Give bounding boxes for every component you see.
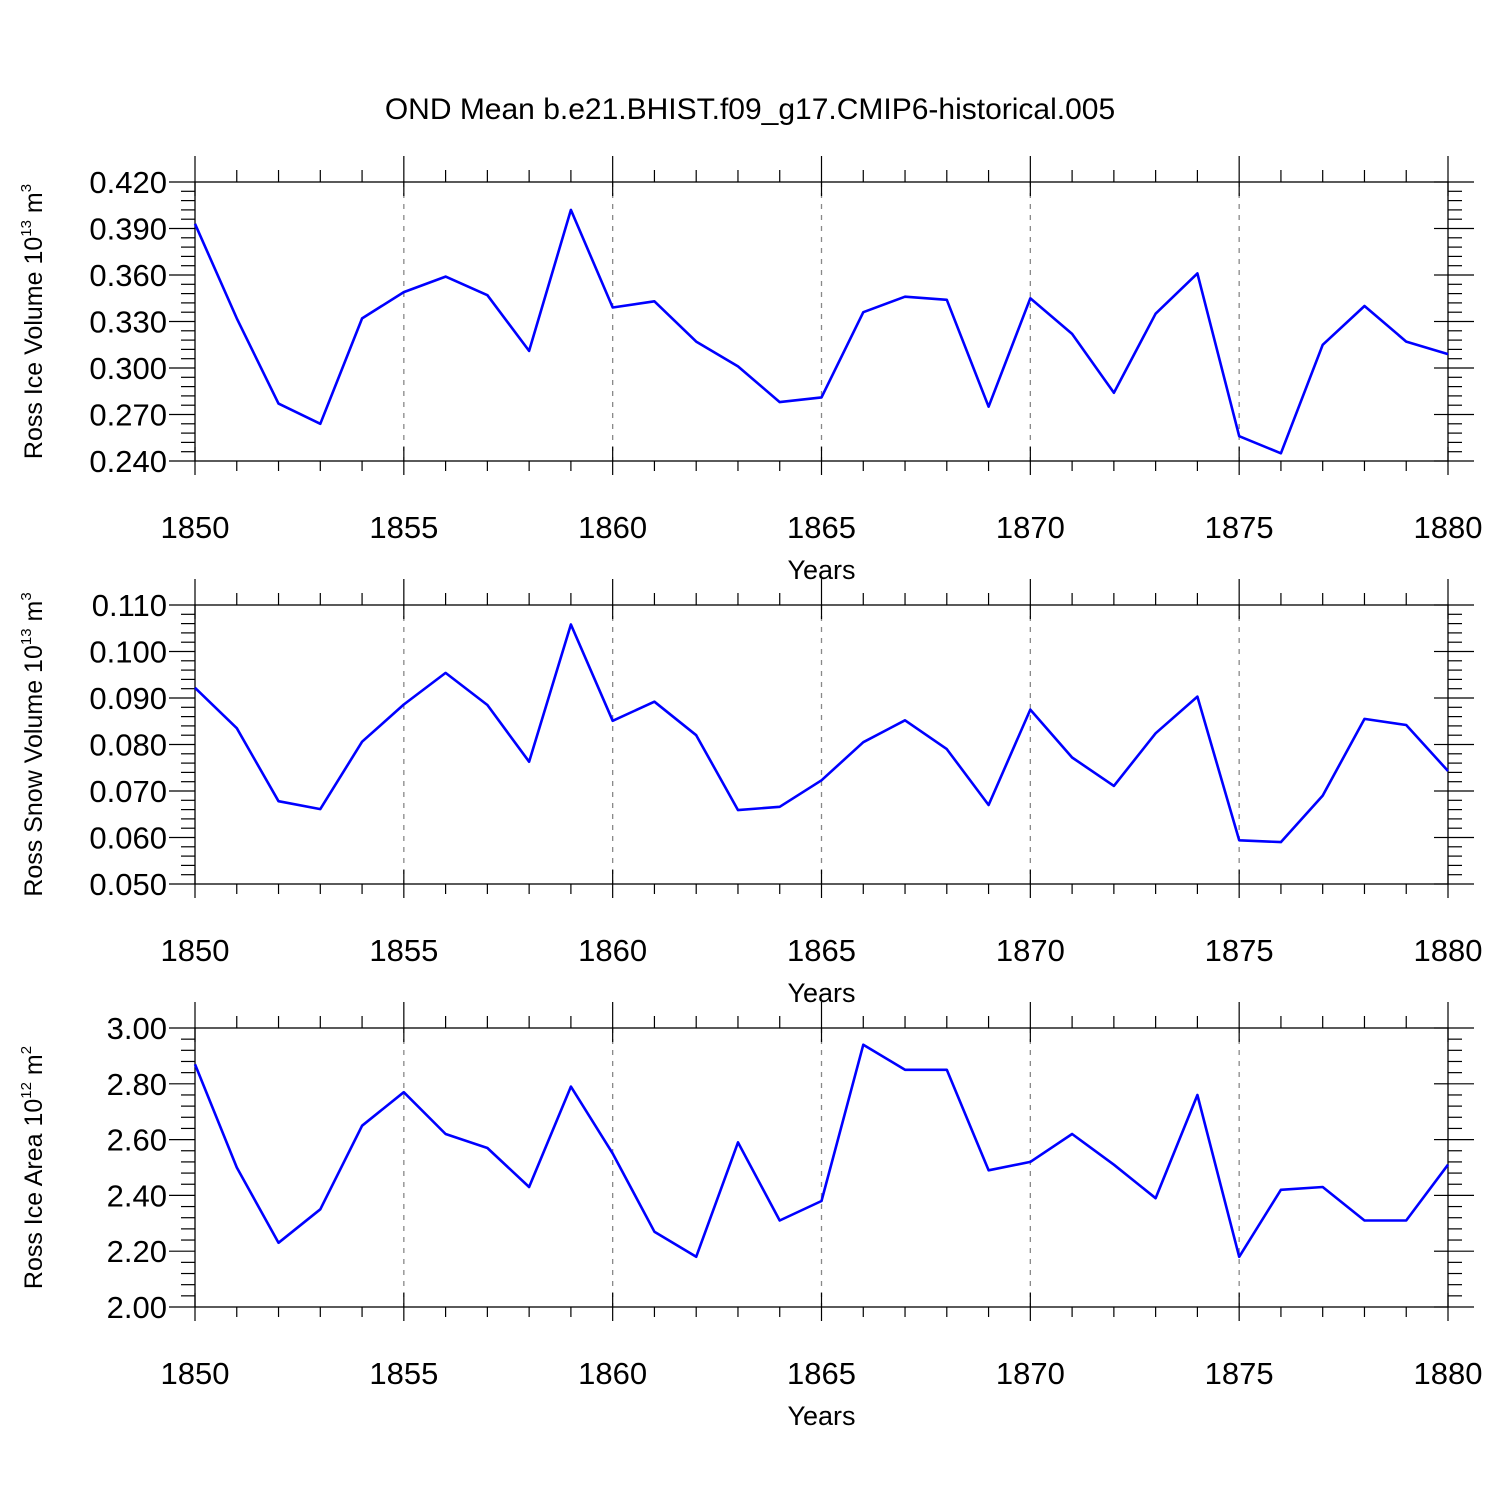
y-tick-label: 2.80 xyxy=(107,1067,167,1102)
series-line xyxy=(194,623,1449,844)
panel-3: 1850 1855 1860 1865 1870 1875 1880 2.00 2.20 2.40… xyxy=(18,1002,1482,1431)
chart-title: OND Mean b.e21.BHIST.f09_g17.CMIP6-histo… xyxy=(385,93,1115,126)
x-tick-label: 1870 xyxy=(996,1356,1065,1391)
x-tick-label: 1855 xyxy=(369,933,438,968)
y-tick-label: 2.40 xyxy=(107,1178,167,1213)
x-tick-label: 1880 xyxy=(1414,933,1483,968)
x-tick-label: 1880 xyxy=(1414,1356,1483,1391)
y-tick-label: 0.420 xyxy=(89,165,167,200)
y-tick-label: 2.20 xyxy=(107,1234,167,1269)
y-tick-label: 0.270 xyxy=(89,398,167,433)
x-tick-label: 1850 xyxy=(161,933,230,968)
plot-frame xyxy=(194,1027,1449,1308)
x-tick-label: 1860 xyxy=(578,510,647,545)
panel-1: 1850 1855 1860 1865 1870 1875 1880 0.240 0.270 0.… xyxy=(18,156,1482,585)
x-tick-label: 1860 xyxy=(578,1356,647,1391)
x-tick-label: 1870 xyxy=(996,510,1065,545)
x-tick-label: 1865 xyxy=(787,1356,856,1391)
y-tick-label: 0.360 xyxy=(89,258,167,293)
x-tick-label: 1855 xyxy=(369,510,438,545)
y-tick-label: 0.300 xyxy=(89,351,167,386)
y-tick-label: 2.60 xyxy=(107,1123,167,1158)
series-line xyxy=(193,1043,1450,1259)
plot-frame xyxy=(194,181,1449,462)
y-tick-label: 2.00 xyxy=(107,1290,167,1325)
x-tick-label: 1850 xyxy=(161,510,230,545)
panel-2: 1850 1855 1860 1865 1870 1875 1880 0.050 0.060 0.… xyxy=(18,579,1482,1008)
y-tick-label: 0.090 xyxy=(89,681,167,716)
x-axis-label: Years xyxy=(787,1401,855,1431)
y-axis-label: Ross Ice Volume 1013 m3 xyxy=(18,184,48,459)
y-tick-label: 0.070 xyxy=(89,774,167,809)
series-line xyxy=(193,208,1449,455)
y-tick-label: 3.00 xyxy=(107,1011,167,1046)
y-tick-label: 0.060 xyxy=(89,821,167,856)
y-tick-label: 0.390 xyxy=(89,212,167,247)
x-tick-label: 1870 xyxy=(996,933,1065,968)
y-axis-label: Ross Ice Area 1012 m2 xyxy=(18,1046,48,1289)
y-tick-label: 0.110 xyxy=(92,588,167,623)
y-axis-label: Ross Snow Volume 1013 m3 xyxy=(18,592,48,896)
x-tick-label: 1875 xyxy=(1205,1356,1274,1391)
y-tick-label: 0.240 xyxy=(89,444,167,479)
y-tick-label: 0.100 xyxy=(89,635,167,670)
x-tick-label: 1860 xyxy=(578,933,647,968)
x-tick-label: 1865 xyxy=(787,510,856,545)
y-tick-label: 0.080 xyxy=(89,728,167,763)
x-tick-label: 1880 xyxy=(1414,510,1483,545)
y-tick-label: 0.050 xyxy=(89,867,167,902)
x-tick-label: 1875 xyxy=(1205,510,1274,545)
x-tick-label: 1850 xyxy=(161,1356,230,1391)
x-tick-label: 1875 xyxy=(1205,933,1274,968)
y-tick-label: 0.330 xyxy=(89,305,167,340)
chart-panels: 1850 1855 1860 1865 1870 1875 1880 0.240 0.270 0.… xyxy=(18,156,1482,1431)
x-tick-label: 1855 xyxy=(369,1356,438,1391)
x-tick-label: 1865 xyxy=(787,933,856,968)
